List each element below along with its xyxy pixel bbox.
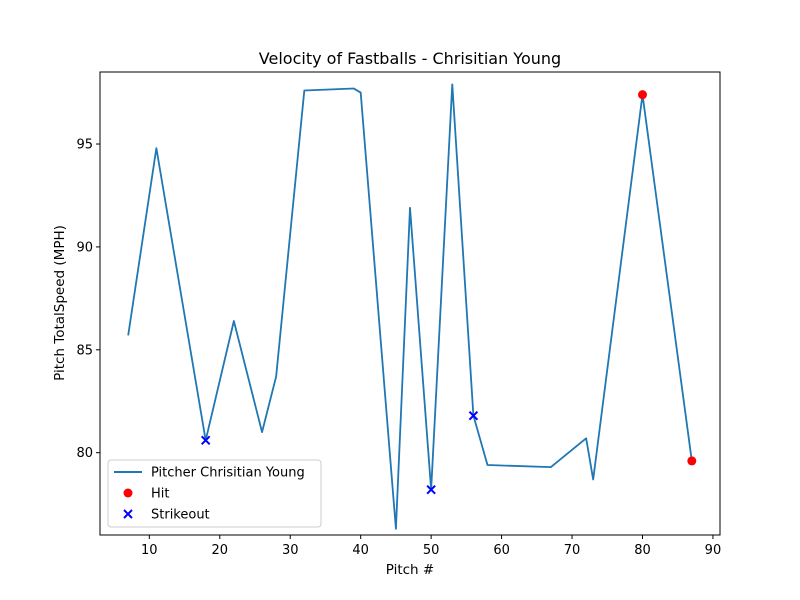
x-tick-label: 10 (141, 543, 158, 558)
legend-label: Pitcher Chrisitian Young (151, 466, 305, 481)
x-tick-label: 70 (564, 543, 581, 558)
x-tick-label: 50 (423, 543, 440, 558)
x-tick-label: 20 (211, 543, 228, 558)
legend-marker-circle (123, 488, 133, 498)
legend-label: Hit (151, 487, 169, 502)
strikeout-point (468, 410, 479, 421)
plot-frame (99, 71, 721, 536)
strikeout-point (200, 435, 211, 446)
plot-area (127, 83, 697, 530)
y-axis-label: Pitch TotalSpeed (MPH) (52, 225, 68, 381)
hit-point (638, 90, 647, 100)
legend-label: Strikeout (151, 508, 210, 523)
x-axis: 10 20 30 40 50 60 70 80 90 (141, 535, 721, 558)
strikeout-point (426, 485, 436, 495)
x-tick-label: 90 (705, 543, 722, 558)
legend: Pitcher Chrisitian Young Hit Strikeout (107, 459, 322, 528)
x-tick-label: 60 (493, 543, 510, 558)
hit-point (687, 456, 697, 466)
legend-marker-x (123, 509, 133, 519)
x-tick-label: 80 (634, 543, 651, 558)
series-line-pitcher (127, 83, 693, 530)
y-tick-label: 90 (76, 240, 93, 255)
legend-box (107, 459, 322, 528)
y-tick-label: 85 (76, 343, 93, 358)
y-tick-label: 80 (76, 446, 93, 461)
x-axis-label: Pitch # (386, 562, 434, 578)
y-axis: 80 85 90 95 (76, 138, 100, 461)
x-tick-label: 30 (282, 543, 299, 558)
chart-title: Velocity of Fastballs - Chrisitian Young (259, 49, 561, 68)
y-tick-label: 95 (76, 138, 93, 153)
x-tick-label: 40 (352, 543, 369, 558)
